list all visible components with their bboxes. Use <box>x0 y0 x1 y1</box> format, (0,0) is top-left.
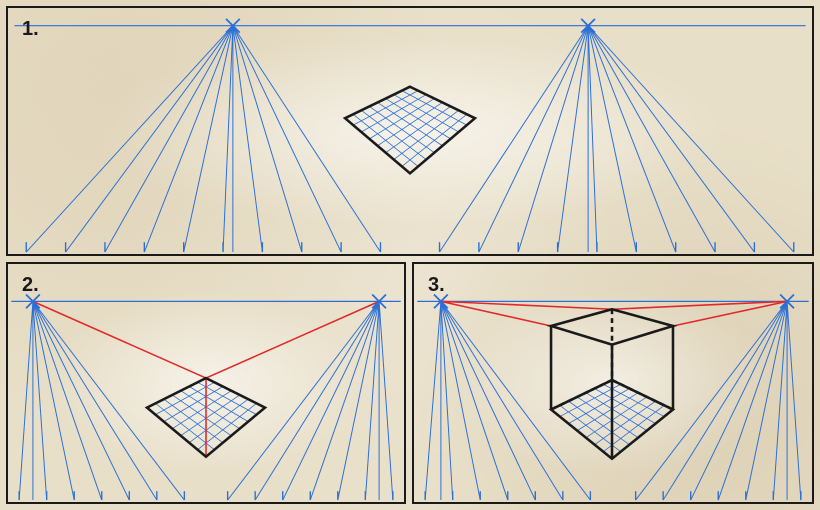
step-label: 2. <box>22 274 39 297</box>
step-label: 1. <box>22 18 39 41</box>
panel-p2: 2. <box>6 262 406 504</box>
perspective-diagram <box>414 264 812 502</box>
perspective-diagram <box>8 8 812 254</box>
panel-p3: 3. <box>412 262 814 504</box>
step-label: 3. <box>428 274 445 297</box>
panel-p1: 1. <box>6 6 814 256</box>
perspective-diagram <box>8 264 404 502</box>
